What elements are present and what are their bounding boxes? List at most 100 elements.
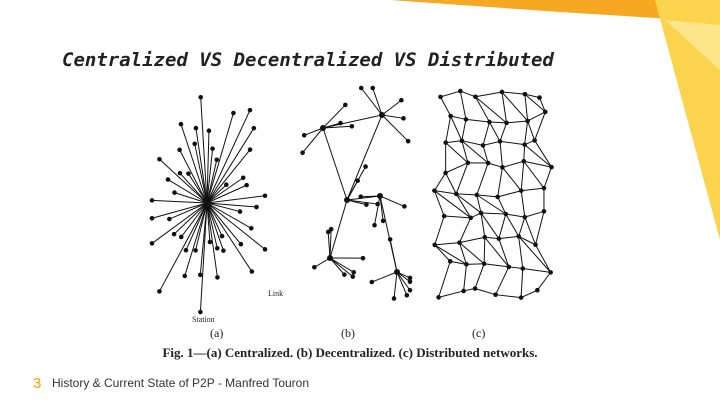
node — [496, 236, 502, 241]
link — [523, 144, 526, 162]
link — [302, 127, 324, 154]
node — [478, 210, 484, 216]
node — [167, 216, 172, 222]
node — [394, 269, 400, 275]
link — [206, 149, 251, 204]
link — [346, 114, 383, 201]
link — [456, 193, 477, 196]
node — [207, 239, 213, 245]
link — [536, 272, 552, 291]
link — [459, 217, 472, 243]
link — [393, 271, 398, 299]
node — [465, 160, 471, 166]
node — [350, 274, 356, 279]
node — [537, 95, 542, 100]
link — [497, 167, 503, 197]
node — [458, 88, 463, 94]
node — [247, 147, 253, 152]
link — [476, 194, 482, 214]
node — [474, 192, 480, 198]
node — [301, 132, 307, 138]
station-label: Station — [192, 315, 215, 324]
node — [358, 85, 364, 91]
node — [149, 198, 155, 203]
link — [475, 91, 503, 98]
node — [503, 211, 509, 217]
node — [182, 273, 188, 279]
link — [206, 202, 211, 242]
node — [349, 123, 355, 129]
node — [312, 264, 317, 270]
link — [461, 119, 467, 141]
link — [169, 202, 208, 220]
node — [240, 175, 246, 181]
link — [484, 236, 510, 268]
node — [443, 140, 448, 145]
panel-label: (b) — [341, 326, 355, 340]
node — [183, 247, 189, 253]
link — [501, 91, 525, 95]
link-label: Link — [268, 289, 283, 298]
node — [438, 94, 443, 100]
node — [224, 182, 229, 188]
link — [502, 167, 522, 192]
node — [401, 116, 406, 121]
link — [521, 187, 545, 192]
node — [262, 247, 268, 252]
node — [370, 85, 376, 91]
link — [360, 195, 381, 198]
link — [346, 166, 367, 201]
link — [482, 121, 490, 146]
node — [473, 94, 478, 100]
node — [495, 194, 500, 200]
link — [524, 93, 540, 99]
link — [314, 257, 331, 268]
node — [338, 120, 343, 126]
link — [434, 244, 467, 265]
link — [199, 202, 208, 275]
link — [476, 194, 498, 198]
link — [206, 202, 253, 272]
node — [343, 102, 348, 108]
node — [520, 266, 526, 271]
node — [360, 255, 366, 261]
link — [206, 109, 251, 204]
link — [518, 236, 524, 269]
link — [535, 211, 545, 245]
link — [508, 266, 523, 270]
link — [445, 115, 452, 143]
node — [249, 269, 255, 274]
link — [206, 184, 227, 204]
node — [493, 292, 498, 297]
node — [247, 107, 253, 113]
node — [231, 110, 236, 116]
link — [498, 213, 507, 239]
link — [527, 111, 546, 122]
link — [450, 260, 467, 265]
link — [179, 149, 208, 204]
link — [185, 202, 208, 251]
link — [381, 114, 404, 119]
link — [322, 114, 383, 129]
node — [506, 264, 512, 270]
link — [200, 97, 208, 204]
node — [472, 286, 478, 291]
link — [199, 202, 208, 313]
node — [344, 197, 350, 203]
node — [404, 292, 410, 298]
link — [484, 263, 509, 268]
node — [500, 165, 505, 170]
node — [436, 295, 441, 300]
link — [173, 202, 208, 235]
link — [445, 172, 457, 195]
link — [206, 127, 255, 204]
link — [180, 202, 208, 238]
link — [433, 190, 445, 217]
page-number: 3 — [33, 375, 41, 392]
link — [440, 90, 461, 98]
link — [206, 112, 234, 204]
link — [433, 172, 447, 191]
node — [221, 248, 226, 253]
node — [443, 170, 448, 176]
